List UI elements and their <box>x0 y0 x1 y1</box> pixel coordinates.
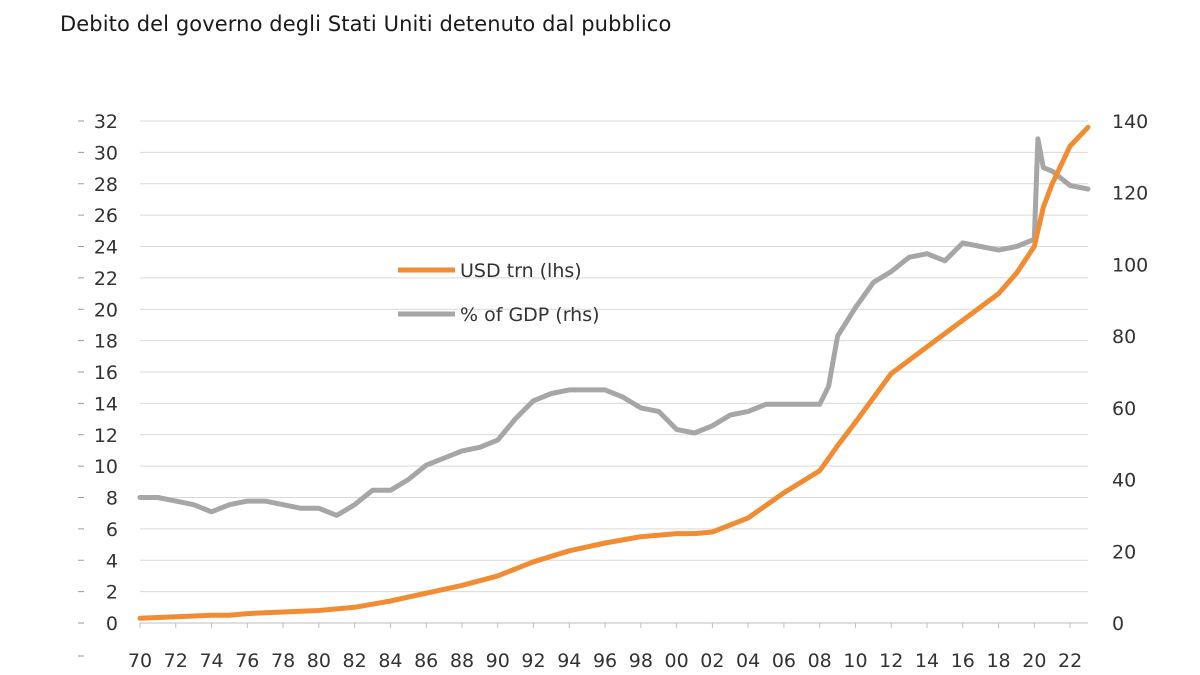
x-tick-label: 00 <box>665 650 689 672</box>
right-tick-label: 80 <box>1112 326 1136 348</box>
x-tick-label: 86 <box>414 650 438 672</box>
x-tick-label: 22 <box>1058 650 1082 672</box>
right-tick-label: 60 <box>1112 398 1136 420</box>
pct-gdp-line <box>137 136 1091 518</box>
usd-trn-line <box>137 124 1091 621</box>
x-tick-label: 82 <box>343 650 367 672</box>
x-tick-label: 74 <box>199 650 223 672</box>
left-tick-label: 6 <box>106 519 118 541</box>
right-y-axis: 0 20 40 60 80 100 120 140 <box>1112 111 1148 635</box>
left-tick-label: 18 <box>94 331 118 353</box>
x-tick-label: 88 <box>450 650 474 672</box>
x-tick-label: 80 <box>307 650 331 672</box>
x-tick-label: 92 <box>521 650 545 672</box>
right-tick-label: 0 <box>1112 613 1124 635</box>
left-tick-label: 4 <box>106 550 118 572</box>
left-tick-label: 22 <box>94 268 118 290</box>
x-tick-label: 94 <box>557 650 581 672</box>
legend-pct-gdp-label: % of GDP (rhs) <box>460 304 600 326</box>
legend: USD trn (lhs) % of GDP (rhs) <box>398 260 600 326</box>
right-tick-label: 40 <box>1112 470 1136 492</box>
left-tick-label: 8 <box>106 488 118 510</box>
left-tick-label: 14 <box>94 393 118 415</box>
x-tick-label: 70 <box>128 650 152 672</box>
left-tick-label: 32 <box>94 111 118 133</box>
x-tick-label: 14 <box>915 650 939 672</box>
left-tick-label: 28 <box>94 174 118 196</box>
left-tick-label: 30 <box>94 142 118 164</box>
right-tick-label: 140 <box>1112 111 1148 133</box>
x-tick-label: 76 <box>235 650 259 672</box>
left-tick-label: 0 <box>106 613 118 635</box>
x-tick-label: 72 <box>164 650 188 672</box>
x-tick-label: 90 <box>486 650 510 672</box>
x-tick-label: 12 <box>879 650 903 672</box>
right-tick-label: 100 <box>1112 254 1148 276</box>
right-tick-label: 20 <box>1112 541 1136 563</box>
left-tick-label: 16 <box>94 362 118 384</box>
x-tick-label: 98 <box>629 650 653 672</box>
left-tick-label: 24 <box>94 237 118 259</box>
x-tick-label: 06 <box>772 650 796 672</box>
right-tick-label: 120 <box>1112 183 1148 205</box>
left-tick-label: 20 <box>94 299 118 321</box>
chart-title: Debito del governo degli Stati Uniti det… <box>60 12 672 36</box>
x-tick-label: 96 <box>593 650 617 672</box>
left-tick-label: 10 <box>94 456 118 478</box>
series-layer <box>137 124 1091 621</box>
left-tick-label: 12 <box>94 425 118 447</box>
legend-usd-trn-label: USD trn (lhs) <box>460 260 582 282</box>
x-tick-label: 84 <box>378 650 402 672</box>
x-tick-label: 04 <box>736 650 760 672</box>
x-tick-label: 78 <box>271 650 295 672</box>
x-tick-label: 18 <box>986 650 1010 672</box>
x-tick-label: 16 <box>951 650 975 672</box>
x-tick-label: 08 <box>808 650 832 672</box>
x-tick-label: 10 <box>843 650 867 672</box>
gridlines <box>140 120 1088 624</box>
left-tick-label: 26 <box>94 205 118 227</box>
x-tick-label: 20 <box>1022 650 1046 672</box>
x-tick-label: 02 <box>700 650 724 672</box>
left-tick-label: 2 <box>106 582 118 604</box>
x-axis: 70 72 74 76 78 80 82 84 86 88 90 92 94 96 98 00 02 04 06 08… <box>128 622 1088 672</box>
